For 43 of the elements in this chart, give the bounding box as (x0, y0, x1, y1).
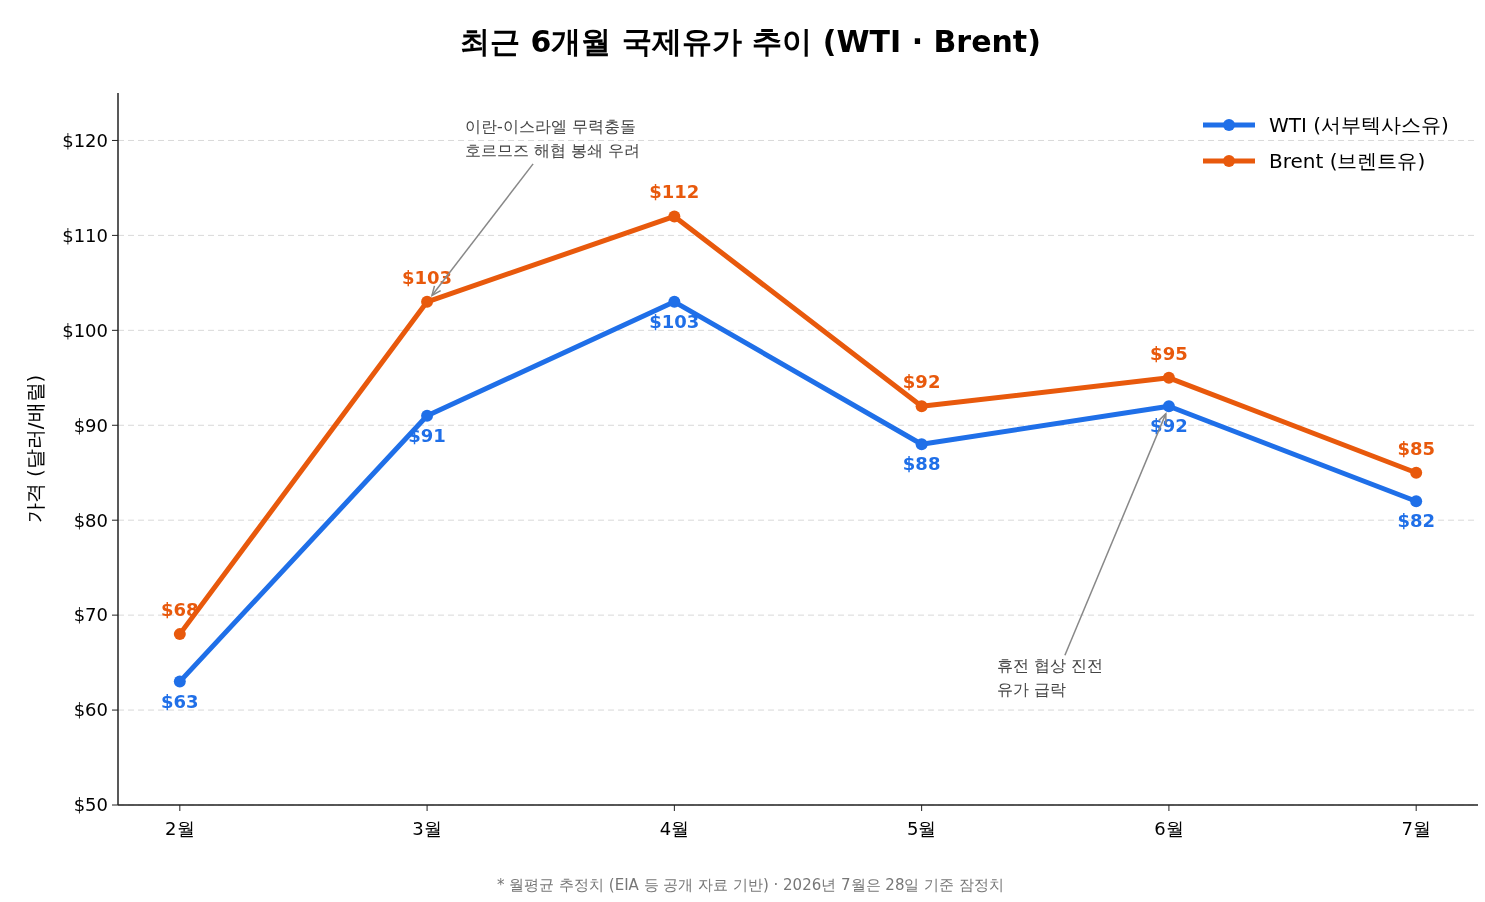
data-label: $88 (902, 453, 941, 475)
y-tick-label: $100 (62, 319, 108, 341)
point (1410, 495, 1423, 508)
legend-label: WTI (서부텍사스유) (1269, 113, 1449, 137)
point (1162, 371, 1175, 384)
data-label: $95 (1150, 342, 1188, 364)
data-label: $63 (161, 690, 199, 712)
point (668, 295, 681, 308)
point (173, 675, 186, 688)
data-label: $112 (649, 181, 700, 203)
data-label: $92 (902, 371, 941, 393)
y-tick-label: $80 (73, 509, 108, 531)
y-tick-label: $70 (73, 604, 108, 626)
legend-label: Brent (브렌트유) (1269, 149, 1426, 173)
data-label: $103 (402, 266, 453, 288)
x-tick-label: 5월 (906, 818, 937, 839)
point (1162, 400, 1175, 413)
point (668, 210, 681, 223)
x-tick-label: 2월 (165, 818, 195, 839)
annotation: 이란-이스라엘 무력충돌 호르므즈 해협 봉쇄 우려 (465, 116, 641, 160)
y-tick-label: $120 (62, 129, 108, 151)
data-label: $82 (1397, 510, 1435, 532)
text: * 월평균 추정치 (EIA 등 공개 자료 기반) · 2026년 7월은 28일 기준 잠정치 (497, 876, 1004, 894)
annotation: 휴전 협상 진전 유가 급락 (996, 656, 1104, 700)
x-tick-label: 4월 (659, 818, 690, 839)
data-label: $103 (649, 310, 700, 332)
data-label: $92 (1150, 415, 1188, 437)
point (915, 400, 928, 413)
point (421, 295, 434, 308)
x-tick-label: 3월 (412, 818, 442, 839)
y-axis-title: 가격 (달러/배럴) (23, 374, 47, 524)
x-tick-label: 6월 (1154, 818, 1184, 839)
data-label: $85 (1397, 437, 1435, 459)
y-tick-label: $90 (73, 414, 108, 436)
chart-title: 최근 6개월 국제유가 추이 (WTI · Brent) (460, 24, 1041, 59)
point (173, 628, 186, 641)
y-tick-label: $60 (73, 699, 108, 721)
y-tick-label: $50 (73, 794, 108, 816)
point (1410, 466, 1423, 479)
y-tick-label: $110 (62, 224, 108, 246)
point (421, 409, 434, 422)
x-tick-label: 7월 (1401, 818, 1431, 839)
point (915, 438, 928, 451)
